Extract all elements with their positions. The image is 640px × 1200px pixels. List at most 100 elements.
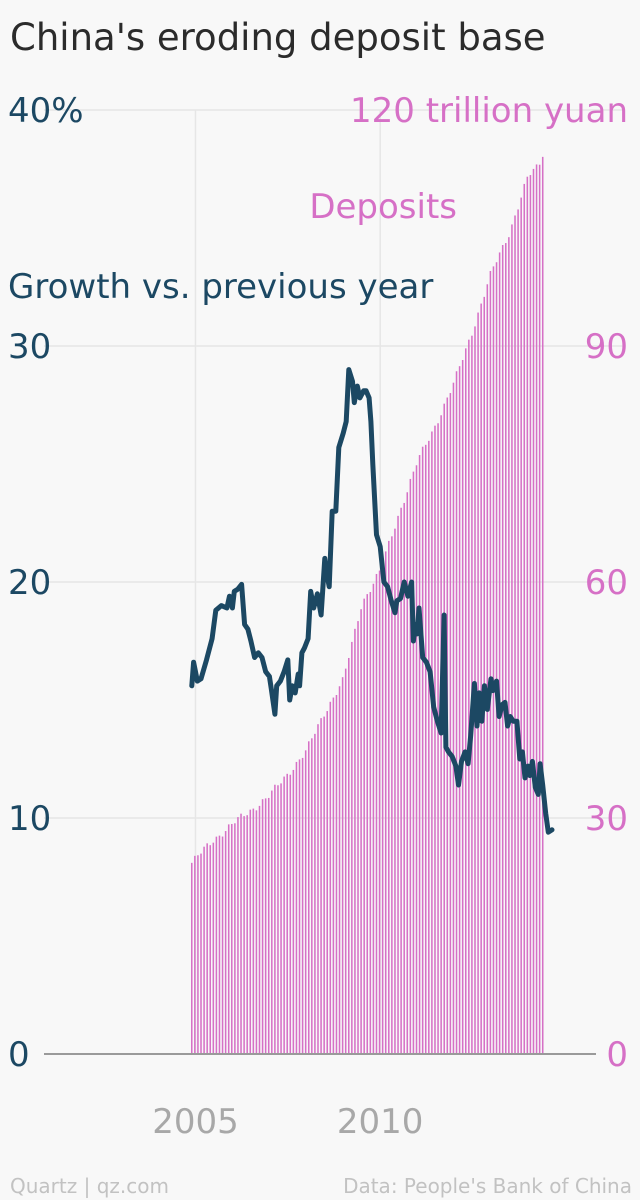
deposit-bar bbox=[307, 741, 310, 1054]
deposit-bar bbox=[231, 823, 233, 1054]
deposit-bar bbox=[400, 507, 402, 1054]
deposit-bar bbox=[468, 339, 470, 1055]
growth-line bbox=[189, 367, 555, 835]
deposit-bar bbox=[535, 164, 538, 1055]
deposit-bar bbox=[203, 846, 205, 1054]
left-tick-label-30: 30 bbox=[8, 327, 51, 367]
footer-data-source: Data: People's Bank of China bbox=[343, 1174, 632, 1198]
deposit-bar bbox=[384, 551, 387, 1054]
deposit-bar bbox=[486, 284, 489, 1054]
deposit-bar bbox=[243, 816, 245, 1054]
deposits-series-label: Deposits bbox=[309, 187, 457, 227]
deposit-bar bbox=[227, 824, 230, 1054]
deposit-bar bbox=[520, 197, 522, 1054]
axes: 0 10 20 30 40% 0 30 60 90 120 trillion yuan 2005 20… bbox=[8, 91, 628, 1142]
deposit-bar bbox=[505, 243, 507, 1054]
deposit-bar bbox=[283, 776, 285, 1054]
deposit-bar bbox=[271, 790, 273, 1054]
growth-series-label: Growth vs. previous year bbox=[8, 267, 433, 307]
left-tick-label-20: 20 bbox=[8, 563, 51, 603]
deposit-bar bbox=[498, 252, 501, 1055]
deposit-bar bbox=[218, 835, 221, 1054]
deposit-bar bbox=[320, 718, 322, 1054]
deposit-bar bbox=[483, 296, 486, 1054]
deposit-bar bbox=[372, 583, 375, 1054]
deposit-bar bbox=[194, 855, 196, 1054]
deposit-bar bbox=[234, 823, 236, 1054]
deposit-bar bbox=[206, 843, 208, 1054]
right-tick-label-90: 90 bbox=[585, 327, 628, 367]
deposit-bar bbox=[289, 774, 292, 1054]
deposit-bar bbox=[215, 836, 218, 1054]
deposit-bar bbox=[200, 853, 202, 1054]
deposit-bar bbox=[249, 809, 252, 1054]
deposit-bar bbox=[394, 528, 396, 1054]
deposit-bar bbox=[280, 783, 282, 1054]
deposit-bar bbox=[258, 805, 261, 1054]
deposit-bar bbox=[428, 440, 430, 1054]
deposit-bar bbox=[329, 701, 332, 1054]
deposit-bar bbox=[477, 312, 479, 1054]
right-tick-label-60: 60 bbox=[585, 563, 628, 603]
deposit-bar bbox=[311, 738, 313, 1054]
chart-title: China's eroding deposit base bbox=[10, 16, 546, 59]
deposit-bar bbox=[267, 797, 270, 1054]
deposit-bar bbox=[541, 156, 544, 1055]
deposit-bar bbox=[526, 176, 529, 1054]
deposit-bar bbox=[326, 711, 328, 1054]
deposit-bar bbox=[344, 668, 347, 1054]
deposit-bar bbox=[480, 303, 482, 1055]
deposit-bar bbox=[378, 570, 381, 1054]
deposit-bar bbox=[452, 382, 455, 1054]
deposit-bar bbox=[274, 784, 276, 1054]
deposit-bar bbox=[501, 245, 504, 1054]
deposit-bar bbox=[391, 536, 393, 1054]
right-tick-label-0: 0 bbox=[606, 1035, 628, 1075]
deposit-bar bbox=[191, 862, 193, 1054]
deposit-bar bbox=[532, 168, 535, 1054]
deposit-bar bbox=[424, 444, 427, 1054]
deposit-bar bbox=[212, 842, 215, 1054]
deposit-bar bbox=[332, 697, 335, 1054]
x-tick-label-2005: 2005 bbox=[152, 1102, 239, 1142]
deposit-bar bbox=[369, 591, 372, 1054]
deposit-bar bbox=[264, 798, 267, 1054]
deposit-bar bbox=[252, 808, 255, 1054]
deposit-bar bbox=[489, 270, 492, 1054]
deposit-bar bbox=[406, 492, 409, 1054]
deposit-bar bbox=[209, 845, 212, 1054]
deposit-bar bbox=[197, 855, 199, 1054]
right-tick-label-120: 120 trillion yuan bbox=[350, 91, 628, 131]
left-tick-label-40: 40% bbox=[8, 91, 84, 131]
deposit-bar bbox=[508, 237, 510, 1054]
deposit-bar bbox=[514, 215, 516, 1054]
deposit-bar bbox=[354, 628, 356, 1054]
deposit-bar bbox=[415, 465, 418, 1054]
deposit-bar bbox=[286, 773, 288, 1054]
deposit-bar bbox=[418, 455, 421, 1054]
deposit-bar bbox=[538, 164, 541, 1054]
deposit-bar bbox=[366, 594, 369, 1054]
deposit-bar bbox=[517, 209, 519, 1054]
deposit-bar bbox=[421, 446, 424, 1054]
deposit-bar bbox=[246, 815, 248, 1054]
x-tick-label-2010: 2010 bbox=[337, 1102, 424, 1142]
deposit-bar bbox=[464, 348, 467, 1054]
deposit-bar bbox=[261, 799, 264, 1054]
deposit-bar bbox=[403, 502, 405, 1055]
deposit-bar bbox=[492, 266, 495, 1054]
deposit-bar bbox=[298, 759, 301, 1054]
deposit-bar bbox=[409, 478, 412, 1054]
deposit-bar bbox=[360, 609, 362, 1054]
deposit-bar bbox=[314, 733, 316, 1054]
deposit-bar bbox=[357, 621, 359, 1054]
deposit-bar bbox=[255, 810, 258, 1054]
left-tick-label-10: 10 bbox=[8, 799, 51, 839]
right-tick-label-30: 30 bbox=[585, 799, 628, 839]
deposit-bar bbox=[431, 431, 433, 1054]
deposit-bar bbox=[323, 716, 325, 1054]
deposit-bar bbox=[511, 224, 513, 1054]
deposit-bar bbox=[351, 641, 353, 1054]
deposit-bar bbox=[301, 757, 304, 1054]
